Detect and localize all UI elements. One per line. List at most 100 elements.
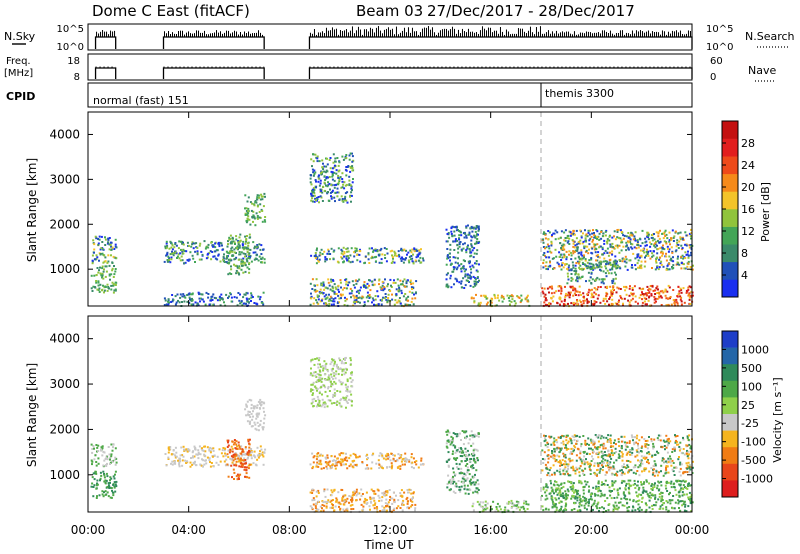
scatter-point <box>330 299 333 302</box>
scatter-point <box>604 234 607 237</box>
scatter-point <box>459 451 462 454</box>
scatter-point <box>370 488 373 491</box>
scatter-point <box>501 300 504 303</box>
scatter-point <box>460 270 463 273</box>
scatter-point <box>228 272 231 275</box>
scatter-point <box>526 508 529 510</box>
scatter-point <box>625 241 628 244</box>
scatter-point <box>256 194 259 197</box>
scatter-point <box>659 229 661 232</box>
scatter-point <box>543 287 546 290</box>
scatter-point <box>591 240 594 243</box>
scatter-point <box>409 304 412 306</box>
scatter-point <box>585 233 588 236</box>
scatter-point <box>593 291 596 294</box>
scatter-point <box>470 268 472 271</box>
scatter-point <box>460 471 463 473</box>
scatter-point <box>318 373 321 376</box>
scatter-point <box>321 454 324 457</box>
scatter-point <box>112 291 115 294</box>
scatter-point <box>237 441 240 444</box>
scatter-point <box>474 277 477 280</box>
scatter-point <box>598 261 601 264</box>
scatter-point <box>114 238 117 241</box>
freq-window-2 <box>308 67 693 79</box>
scatter-point <box>186 450 189 453</box>
scatter-point <box>237 460 240 463</box>
scatter-point <box>672 266 675 269</box>
scatter-point <box>377 295 380 298</box>
scatter-point <box>575 290 578 293</box>
scatter-point <box>506 502 509 505</box>
scatter-point <box>445 228 448 231</box>
scatter-point <box>201 298 204 301</box>
scatter-point <box>325 502 328 505</box>
scatter-point <box>347 255 349 257</box>
scatter-point <box>462 259 465 262</box>
scatter-point <box>255 417 258 420</box>
scatter-point <box>349 359 352 362</box>
scatter-point <box>368 294 371 296</box>
scatter-point <box>247 257 250 259</box>
scatter-point <box>103 268 105 271</box>
scatter-point <box>393 254 396 257</box>
scatter-point <box>207 293 210 295</box>
scatter-point <box>329 399 332 402</box>
scatter-point <box>468 262 471 265</box>
scatter-point <box>495 508 498 510</box>
scatter-point <box>634 466 637 469</box>
scatter-point <box>355 299 358 301</box>
scatter-point <box>678 290 681 293</box>
scatter-point <box>513 504 516 507</box>
scatter-point <box>375 506 378 508</box>
scatter-point <box>258 211 261 213</box>
scatter-point <box>315 387 318 390</box>
scatter-point <box>331 369 334 372</box>
scatter-point <box>475 281 478 284</box>
scatter-point <box>652 446 655 449</box>
scatter-point <box>446 429 449 432</box>
scatter-point <box>454 457 457 460</box>
scatter-point <box>390 452 393 455</box>
scatter-point <box>248 271 251 274</box>
scatter-point <box>679 231 682 234</box>
scatter-point <box>336 183 339 186</box>
scatter-point <box>319 363 321 366</box>
scatter-point <box>195 246 198 249</box>
scatter-point <box>675 245 678 248</box>
scatter-point <box>179 259 182 262</box>
scatter-point <box>309 372 312 375</box>
scatter-point <box>677 255 679 258</box>
scatter-point <box>574 273 577 276</box>
scatter-point <box>186 460 188 463</box>
scatter-point <box>523 507 526 510</box>
scatter-point <box>335 497 338 500</box>
scatter-point <box>322 509 325 512</box>
scatter-point <box>579 264 582 267</box>
scatter-point <box>466 247 469 250</box>
scatter-point <box>605 294 608 297</box>
scatter-point <box>648 470 651 473</box>
scatter-point <box>452 240 455 243</box>
scatter-point <box>604 272 607 275</box>
scatter-point <box>497 294 499 297</box>
scatter-point <box>345 389 348 392</box>
scatter-point <box>389 290 392 292</box>
scatter-point <box>214 246 217 249</box>
scatter-point <box>202 300 205 303</box>
scatter-point <box>565 263 568 266</box>
scatter-point <box>409 489 412 491</box>
scatter-point <box>350 500 353 503</box>
scatter-point <box>333 249 336 252</box>
scatter-point <box>256 458 259 461</box>
scatter-point <box>313 455 316 458</box>
scatter-point <box>363 301 366 304</box>
scatter-point <box>316 196 319 199</box>
scatter-point <box>455 435 458 438</box>
scatter-point <box>164 245 167 248</box>
scatter-point <box>334 462 337 465</box>
scatter-point <box>680 262 683 264</box>
scatter-point <box>592 304 595 307</box>
scatter-point <box>353 490 356 493</box>
scatter-point <box>513 300 516 303</box>
